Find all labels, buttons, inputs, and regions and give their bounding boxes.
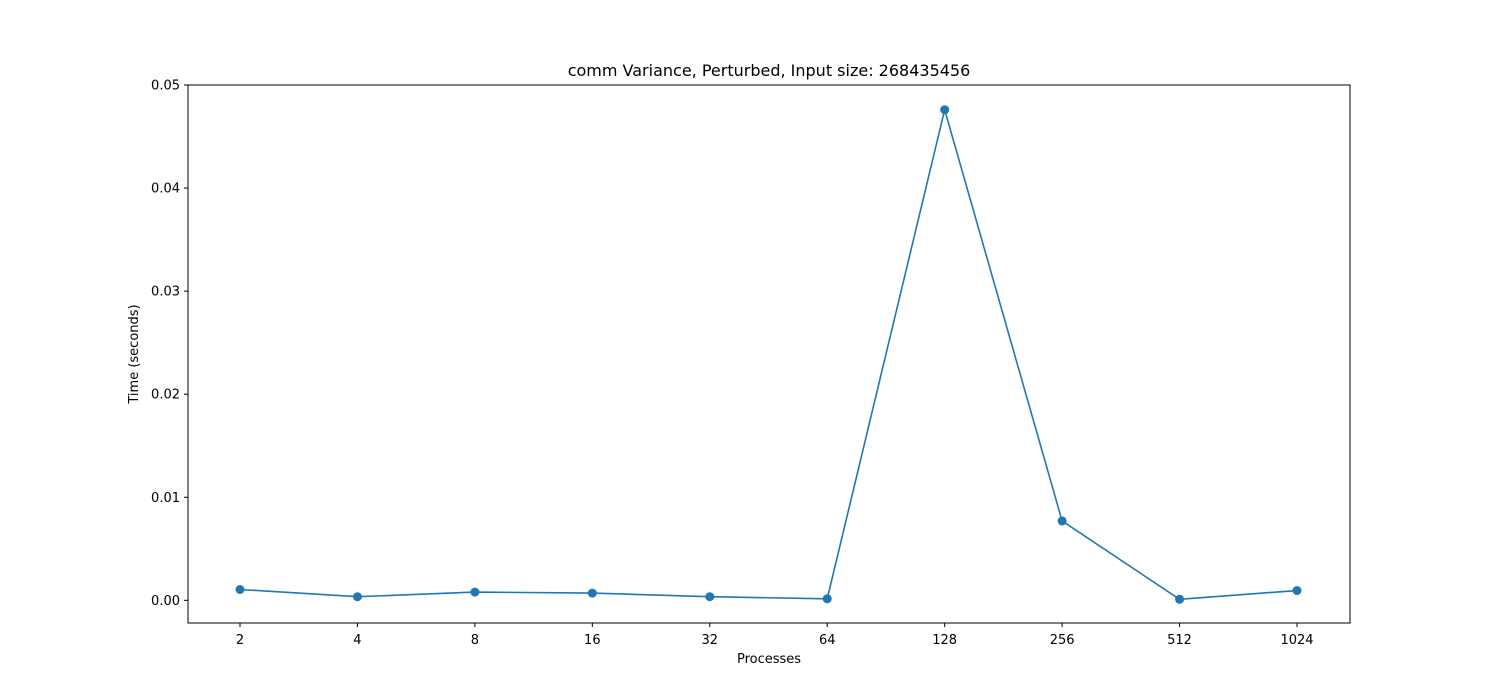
chart-title: comm Variance, Perturbed, Input size: 26…: [568, 61, 971, 80]
data-point: [470, 587, 480, 597]
y-tick-label: 0.02: [151, 388, 180, 403]
data-point: [1057, 516, 1067, 526]
data-point: [822, 594, 832, 604]
x-tick-label: 16: [584, 633, 601, 648]
data-point: [1175, 594, 1185, 604]
y-tick-label: 0.00: [151, 594, 180, 609]
series-line: [239, 108, 1298, 601]
x-tick-label: 256: [1050, 633, 1075, 648]
y-tick-label: 0.01: [151, 491, 180, 506]
x-tick-label: 4: [353, 633, 361, 648]
y-axis-label: Time (seconds): [127, 304, 142, 404]
data-point: [705, 592, 715, 602]
x-tick-label: 128: [932, 633, 957, 648]
plot-frame: [187, 84, 1351, 624]
data-point: [352, 592, 362, 602]
data-point: [587, 588, 597, 598]
data-point: [940, 105, 950, 115]
x-axis-label: Processes: [737, 652, 801, 667]
x-tick-label: 64: [819, 633, 836, 648]
data-point: [235, 585, 245, 595]
y-tick-label: 0.03: [151, 285, 180, 300]
x-tick-label: 32: [702, 633, 719, 648]
data-point: [1292, 586, 1302, 596]
y-tick-label: 0.05: [151, 79, 180, 94]
x-tick-label: 8: [471, 633, 479, 648]
x-tick-label: 512: [1167, 633, 1192, 648]
y-tick-label: 0.04: [151, 182, 180, 197]
plot-area: 0.00 0.01 0.02 0.03 0.04 0.05 2 4 8 16 32 64 128 256 5…: [151, 79, 1314, 649]
x-tick-label: 2: [236, 633, 244, 648]
x-tick-label: 1024: [1280, 633, 1313, 648]
